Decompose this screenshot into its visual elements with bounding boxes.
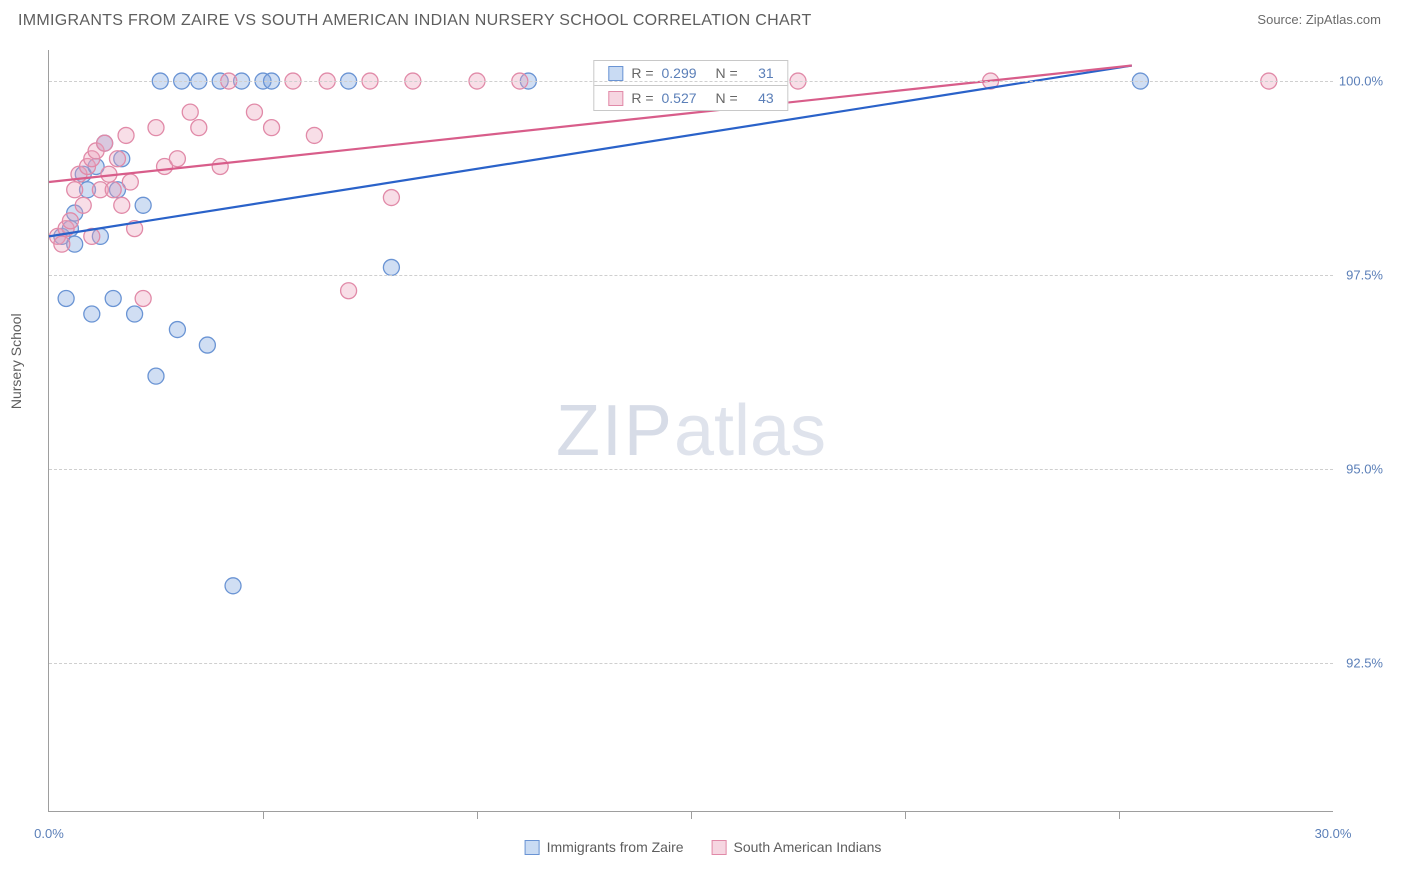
n-value: 43 (746, 90, 774, 106)
y-tick-label: 95.0% (1346, 462, 1383, 477)
legend-swatch (525, 840, 540, 855)
scatter-point (97, 135, 113, 151)
x-tick-label: 0.0% (34, 826, 64, 841)
scatter-point (212, 158, 228, 174)
scatter-point (75, 197, 91, 213)
legend-series-name: Immigrants from Zaire (547, 839, 684, 855)
plot-area: ZIPatlas R =0.299N =31R =0.527N =43 92.5… (48, 50, 1333, 812)
scatter-point (264, 120, 280, 136)
scatter-point (135, 290, 151, 306)
scatter-point (191, 120, 207, 136)
scatter-point (199, 337, 215, 353)
y-axis-label: Nursery School (8, 313, 24, 409)
scatter-point (105, 182, 121, 198)
scatter-point (383, 259, 399, 275)
trend-line (49, 66, 1132, 182)
gridline-h (49, 81, 1333, 82)
scatter-svg (49, 50, 1333, 811)
legend-swatch (608, 91, 623, 106)
legend-swatch (608, 66, 623, 81)
gridline-h (49, 469, 1333, 470)
x-tick (263, 811, 264, 819)
r-value: 0.299 (662, 65, 708, 81)
scatter-point (169, 151, 185, 167)
scatter-point (118, 127, 134, 143)
legend-stats-box: R = 0.299 N = 31 R = 0.527 N = 43 (593, 60, 788, 111)
scatter-point (67, 182, 83, 198)
r-label: R = (631, 65, 653, 81)
scatter-point (109, 151, 125, 167)
legend-item: Immigrants from Zaire (525, 839, 684, 855)
scatter-point (54, 236, 70, 252)
y-tick-label: 97.5% (1346, 268, 1383, 283)
scatter-point (122, 174, 138, 190)
trend-line (49, 66, 1132, 237)
scatter-point (114, 197, 130, 213)
y-tick-label: 92.5% (1346, 656, 1383, 671)
source-label: Source: (1257, 12, 1302, 27)
scatter-point (58, 290, 74, 306)
x-tick (477, 811, 478, 819)
n-value: 31 (746, 65, 774, 81)
source-attribution: Source: ZipAtlas.com (1257, 12, 1381, 27)
gridline-h (49, 275, 1333, 276)
chart-header: IMMIGRANTS FROM ZAIRE VS SOUTH AMERICAN … (0, 0, 1406, 38)
x-tick-label: 30.0% (1315, 826, 1352, 841)
scatter-point (306, 127, 322, 143)
scatter-point (84, 306, 100, 322)
scatter-point (148, 120, 164, 136)
legend-bottom: Immigrants from Zaire South American Indi… (525, 839, 882, 855)
chart-container: Nursery School ZIPatlas R =0.299N =31R =… (18, 40, 1388, 857)
n-label: N = (716, 65, 738, 81)
scatter-point (127, 306, 143, 322)
x-tick (691, 811, 692, 819)
legend-stats-row: R = 0.527 N = 43 (594, 86, 787, 110)
scatter-point (62, 213, 78, 229)
scatter-point (169, 322, 185, 338)
r-label: R = (631, 90, 653, 106)
scatter-point (246, 104, 262, 120)
legend-item: South American Indians (712, 839, 882, 855)
scatter-point (341, 283, 357, 299)
legend-swatch (712, 840, 727, 855)
y-tick-label: 100.0% (1339, 74, 1383, 89)
source-link[interactable]: ZipAtlas.com (1306, 12, 1381, 27)
n-label: N = (716, 90, 738, 106)
scatter-point (148, 368, 164, 384)
scatter-point (383, 190, 399, 206)
scatter-point (105, 290, 121, 306)
gridline-h (49, 663, 1333, 664)
legend-stats-row: R = 0.299 N = 31 (594, 61, 787, 86)
x-tick (905, 811, 906, 819)
scatter-point (135, 197, 151, 213)
scatter-point (225, 578, 241, 594)
scatter-point (182, 104, 198, 120)
legend-series-name: South American Indians (734, 839, 882, 855)
chart-title: IMMIGRANTS FROM ZAIRE VS SOUTH AMERICAN … (18, 12, 812, 30)
r-value: 0.527 (662, 90, 708, 106)
x-tick (1119, 811, 1120, 819)
